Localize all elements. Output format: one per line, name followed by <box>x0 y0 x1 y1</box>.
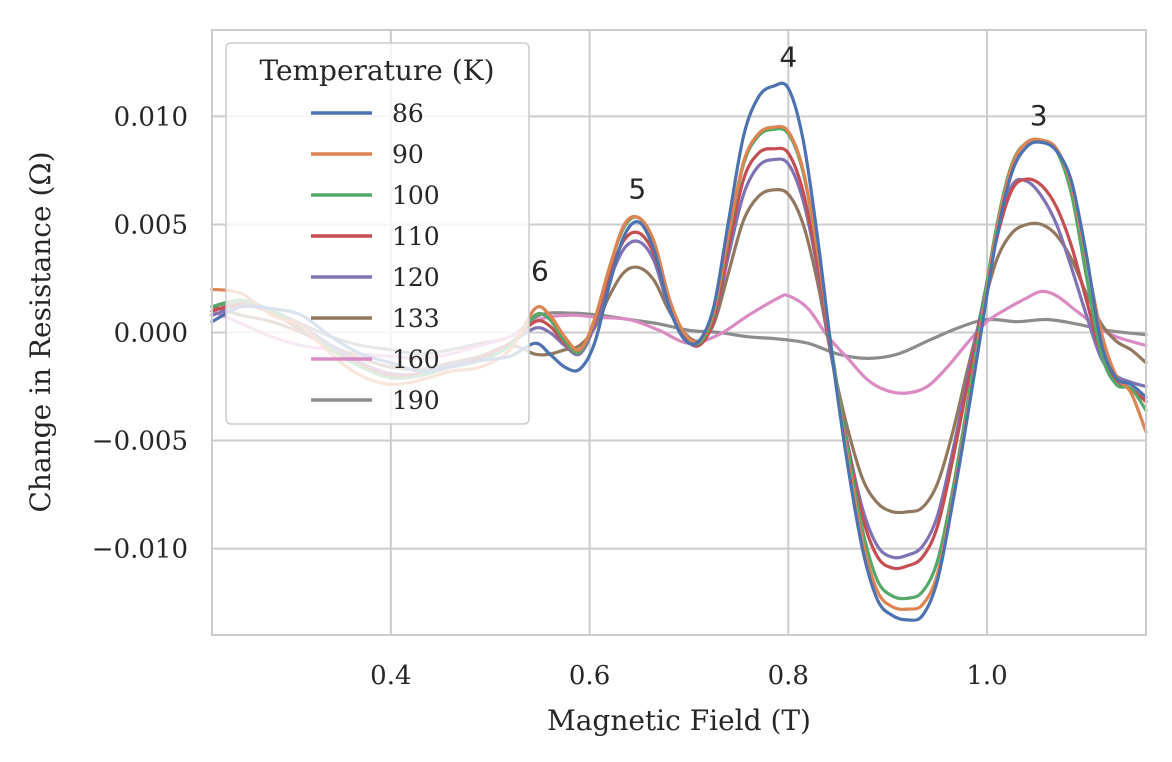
x-axis-label: Magnetic Field (T) <box>547 704 811 737</box>
x-tick-label: 0.6 <box>569 661 610 691</box>
peak-annotations: 6 5 4 3 <box>531 41 1048 288</box>
y-tick-label: 0.005 <box>114 210 188 240</box>
peak-label-4: 4 <box>779 41 797 74</box>
legend-box <box>225 42 530 425</box>
legend-label-100k: 100 <box>392 181 440 210</box>
x-tick-label: 1.0 <box>966 661 1007 691</box>
x-tick-label: 0.8 <box>768 661 809 691</box>
legend-label-120k: 120 <box>392 263 440 292</box>
y-tick-label: 0.000 <box>114 319 188 349</box>
peak-label-5: 5 <box>628 173 646 206</box>
x-tick-labels: 0.4 0.6 0.8 1.0 <box>370 661 1008 691</box>
legend-label-110k: 110 <box>392 222 440 251</box>
legend: Temperature (K) 86 90 100 110 120 133 160 190 <box>225 42 530 425</box>
y-tick-labels: 0.010 0.005 0.000 −0.005 −0.010 <box>92 102 188 564</box>
legend-items: 86 90 100 110 120 133 160 190 <box>311 99 440 415</box>
x-tick-label: 0.4 <box>370 661 411 691</box>
y-tick-label: −0.010 <box>92 535 188 565</box>
legend-label-190k: 190 <box>392 386 440 415</box>
plot-frame <box>211 29 1147 636</box>
y-axis-label: Change in Resistance (Ω) <box>24 151 57 512</box>
legend-title: Temperature (K) <box>259 54 494 87</box>
peak-label-3: 3 <box>1030 99 1048 132</box>
y-tick-label: 0.010 <box>114 102 188 132</box>
legend-label-86k: 86 <box>392 99 424 128</box>
legend-label-160k: 160 <box>392 345 440 374</box>
y-tick-label: −0.005 <box>92 427 188 457</box>
legend-label-133k: 133 <box>392 304 440 333</box>
peak-label-6: 6 <box>531 255 549 288</box>
legend-label-90k: 90 <box>392 140 424 169</box>
